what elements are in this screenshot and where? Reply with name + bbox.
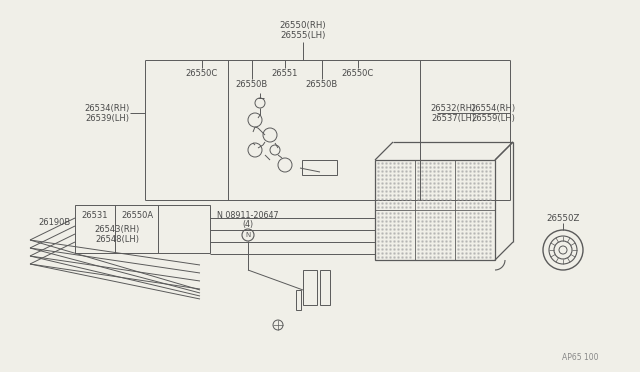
Bar [320, 270, 330, 305]
Text: 26554(RH): 26554(RH) [470, 103, 516, 112]
Text: N 08911-20647: N 08911-20647 [217, 211, 279, 219]
Text: 26550C: 26550C [186, 68, 218, 77]
Text: 26550A: 26550A [121, 211, 153, 219]
Text: 26534(RH): 26534(RH) [84, 103, 130, 112]
Bar [303, 270, 317, 305]
Text: 26550B: 26550B [306, 80, 338, 89]
Text: 26190B: 26190B [39, 218, 71, 227]
Bar [375, 160, 495, 260]
Text: 26537(LH): 26537(LH) [431, 113, 475, 122]
Text: 26550Z: 26550Z [547, 214, 580, 222]
Text: 26555(LH): 26555(LH) [280, 31, 326, 39]
Bar [75, 205, 210, 253]
Text: 26550B: 26550B [236, 80, 268, 89]
Text: AP65 100: AP65 100 [562, 353, 598, 362]
Text: 26559(LH): 26559(LH) [471, 113, 515, 122]
Text: 26532(RH): 26532(RH) [430, 103, 476, 112]
Text: 26548(LH): 26548(LH) [95, 234, 139, 244]
Text: 26543(RH): 26543(RH) [94, 224, 140, 234]
Text: 26550(RH): 26550(RH) [280, 20, 326, 29]
Text: 26531: 26531 [82, 211, 108, 219]
Bar [302, 160, 337, 175]
Text: 26550C: 26550C [342, 68, 374, 77]
Bar [296, 290, 301, 310]
Text: 26539(LH): 26539(LH) [85, 113, 129, 122]
Text: 26551: 26551 [272, 68, 298, 77]
Text: N: N [245, 232, 251, 238]
Text: (4): (4) [243, 219, 253, 228]
